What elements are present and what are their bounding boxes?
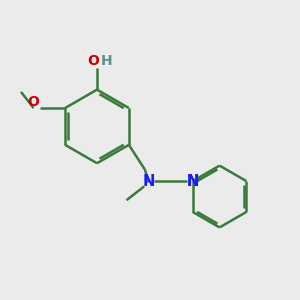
Text: H: H — [100, 54, 112, 68]
Text: N: N — [187, 174, 199, 189]
Text: N: N — [187, 174, 199, 189]
Text: O: O — [88, 54, 99, 68]
Text: O: O — [28, 94, 40, 109]
Text: N: N — [142, 174, 155, 189]
